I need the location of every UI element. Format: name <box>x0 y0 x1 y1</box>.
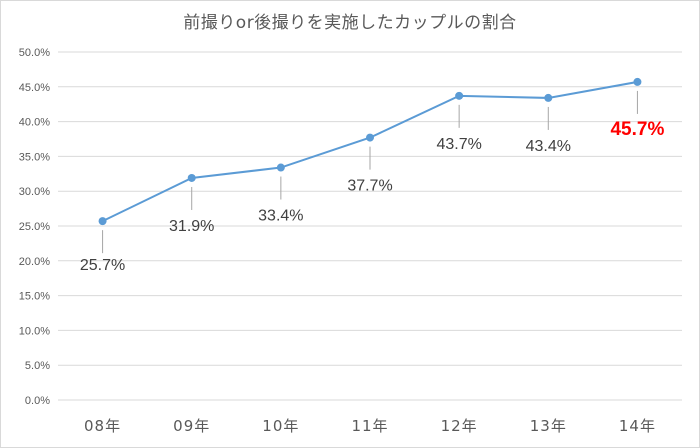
data-point <box>544 93 553 102</box>
x-tick-label: 08年 <box>84 417 121 435</box>
data-point <box>187 173 196 182</box>
grid-lines <box>58 51 682 401</box>
data-point <box>98 217 107 226</box>
x-tick-label: 13年 <box>530 417 567 435</box>
chart-title: 前撮りor後撮りを実施したカップルの割合 <box>183 13 517 33</box>
highlight-data-label: 45.7% <box>610 119 664 140</box>
data-label: 33.4% <box>258 208 303 225</box>
x-axis-ticks: 08年 09年 10年 11年 12年 13年 14年 <box>84 417 656 435</box>
x-tick-label: 11年 <box>351 417 388 435</box>
data-label: 37.7% <box>347 178 392 195</box>
x-tick-label: 14年 <box>619 417 656 435</box>
data-label: 43.4% <box>526 138 571 155</box>
y-tick-label: 40.0% <box>19 117 50 129</box>
x-tick-label: 10年 <box>262 417 299 435</box>
y-tick-label: 20.0% <box>19 256 50 268</box>
data-label: 31.9% <box>169 218 214 235</box>
data-label: 43.7% <box>436 136 481 153</box>
y-tick-label: 10.0% <box>19 325 50 337</box>
data-point <box>366 133 374 142</box>
y-tick-label: 30.0% <box>19 186 50 198</box>
y-tick-label: 35.0% <box>19 151 50 163</box>
label-leader-lines <box>102 90 638 254</box>
y-tick-label: 15.0% <box>19 291 50 303</box>
data-labels: 25.7% 31.9% 33.4% 37.7% 43.7% 43.4% 45.7% <box>80 119 665 274</box>
y-tick-label: 50.0% <box>19 47 50 59</box>
data-point <box>633 77 642 86</box>
y-axis-ticks: 0.0% 5.0% 10.0% 15.0% 20.0% 25.0% 30.0% 35.0% 40… <box>19 47 50 407</box>
y-tick-label: 25.0% <box>19 221 50 233</box>
data-points <box>98 77 642 226</box>
y-tick-label: 0.0% <box>25 395 50 407</box>
x-tick-label: 09年 <box>173 417 210 435</box>
y-tick-label: 5.0% <box>25 360 50 372</box>
data-label: 25.7% <box>80 257 125 274</box>
x-tick-label: 12年 <box>441 417 478 435</box>
data-point <box>455 91 464 100</box>
y-tick-label: 45.0% <box>19 82 50 94</box>
data-point <box>276 163 285 172</box>
